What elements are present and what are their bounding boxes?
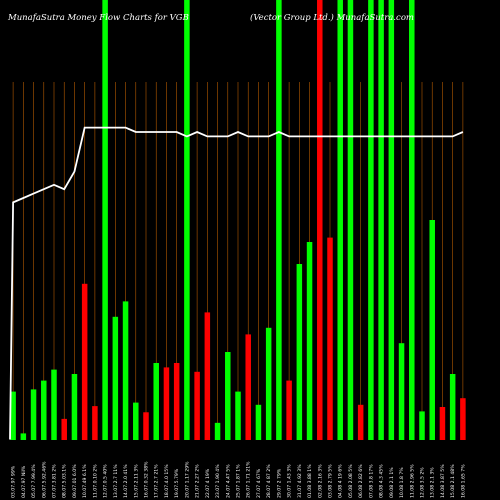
x-tick-label: 03.08 2.79 5% [328, 464, 334, 498]
money-flow-bar [347, 0, 354, 440]
x-tick-label: 17.07.2.7 21% [154, 464, 160, 498]
x-tick-label: 07.07.3.81 2% [52, 464, 58, 498]
x-tick-label: 18.07.4.0 15% [164, 464, 170, 498]
money-flow-bar [398, 343, 405, 440]
x-tick-label: 07.08 3.8 17% [368, 464, 374, 498]
money-flow-bar [317, 0, 323, 440]
x-tick-label: 10.08 1.8 7% [399, 467, 405, 498]
money-flow-bar [51, 369, 57, 440]
x-tick-label: 15.08 2.1 48% [450, 464, 456, 498]
x-tick-label: 08.07.5.03.1% [62, 464, 68, 498]
money-flow-bar [460, 398, 466, 440]
x-tick-label: 22.07 4 19% [205, 468, 211, 498]
money-flow-bar [173, 363, 180, 440]
x-tick-label: 19.07.5.79% [174, 468, 180, 498]
x-tick-label: 25.07 1.87 1% [236, 464, 242, 498]
x-tick-label: 14.07.2.0 41% [123, 464, 129, 498]
money-flow-bar [388, 0, 395, 440]
price-line [9, 126, 464, 440]
x-tick-label: 09.08 2.1 1% [389, 467, 395, 498]
x-tick-label: 04.07.97 Nil% [21, 465, 27, 498]
money-flow-bar [214, 422, 221, 440]
money-flow-bar [327, 237, 333, 440]
money-flow-bar [61, 418, 67, 440]
money-flow-bar [245, 334, 251, 440]
x-tick-label: 13.08 2.1 3% [430, 467, 436, 498]
x-tick-label: 08.08 4.3 45% [379, 464, 385, 498]
money-flow-bar [306, 242, 313, 440]
money-flow-bar [225, 352, 231, 440]
money-flow-bar [30, 389, 37, 440]
x-tick-label: 16.07.0.32 38% [144, 461, 150, 498]
money-flow-bar [378, 0, 384, 440]
x-tick-label: 26.07 1.71 21% [246, 461, 252, 498]
x-tick-label: 24.07 4.47 5% [225, 464, 231, 498]
chart-title: MunafaSutra Money Flow Charts for VGB [8, 13, 189, 23]
x-tick-label: 12.07.0.5 40% [103, 464, 109, 498]
money-flow-bar [41, 380, 47, 440]
x-tick-label: 31.07 4.92 3% [297, 464, 303, 498]
chart-subtitle: (Vector Group Ltd.) MunafaSutra.com [250, 13, 414, 23]
money-flow-bar [337, 0, 343, 440]
x-tick-label: 27.07 4 67% [256, 468, 262, 498]
x-tick-label: 06.08 2.82 6% [358, 464, 364, 498]
money-flow-bar [235, 391, 241, 440]
money-flow-bar [71, 374, 78, 440]
money-flow-bar [368, 0, 374, 440]
x-axis-labels: 03.07.97 99% 04.07.97 Nil% 05.07 7.99.4% 06… [11, 461, 467, 498]
x-tick-label: 11.08 2.96 5% [409, 464, 415, 498]
x-tick-label: 21.07 2.27 2% [195, 464, 201, 498]
money-flow-bar [10, 391, 16, 440]
money-flow-bar [409, 0, 415, 440]
money-flow-bar [194, 371, 200, 440]
x-tick-label: 30.07 1.43 3% [287, 464, 293, 498]
x-tick-label: 14.08 3.87 5% [440, 464, 446, 498]
price-line-layer [9, 126, 464, 440]
money-flow-bar [184, 0, 190, 440]
money-flow-bar [439, 407, 446, 440]
money-flow-bar [102, 0, 108, 440]
money-flow-bar [286, 380, 292, 440]
money-flow-bars [10, 0, 466, 440]
money-flow-bar [133, 402, 139, 440]
money-flow-bar [81, 283, 88, 440]
x-tick-label: 29.07 2 79% [276, 468, 282, 498]
x-tick-label: 04.08 4 19 6% [338, 464, 344, 498]
x-tick-label: 16.08 1.65 7% [460, 464, 466, 498]
money-flow-bar [204, 312, 211, 440]
money-flow-bar [163, 367, 170, 440]
money-flow-bar [419, 411, 425, 440]
x-tick-label: 03.07.97 99% [11, 465, 17, 498]
money-flow-bar [143, 412, 149, 440]
x-tick-label: 28.07 4 87 2% [266, 464, 272, 498]
money-flow-bar [449, 374, 456, 440]
money-flow-bar [153, 363, 159, 440]
x-tick-label: 02.08 2.16 3% [317, 464, 323, 498]
x-tick-label: 20.07 1.17 29% [184, 461, 190, 498]
x-tick-label: 01.08 3.88 1% [307, 464, 313, 498]
money-flow-bar [429, 220, 435, 440]
money-flow-bar [112, 316, 119, 440]
money-flow-bar [357, 404, 364, 440]
x-tick-label: 12.08 3.5 2% [420, 467, 426, 498]
x-tick-label: 09.07.01 6.0% [72, 464, 78, 498]
x-tick-label: 06.07.5.92.46% [41, 461, 47, 498]
money-flow-bar [122, 301, 129, 440]
x-tick-label: 05.08 2.08 5% [348, 464, 354, 498]
money-flow-bar [255, 404, 262, 440]
x-tick-label: 15.07.2.11 3% [133, 464, 139, 498]
money-flow-bar [92, 406, 98, 440]
x-tick-label: 05.07 7.99.4% [31, 464, 37, 498]
x-tick-label: 23.07 1.90 4% [215, 464, 221, 498]
x-tick-label: 11.07.0.10 2% [92, 464, 98, 498]
money-flow-bar [276, 0, 282, 440]
money-flow-bar [265, 327, 272, 440]
x-tick-label: 10.07.49 6.1% [82, 464, 88, 498]
x-tick-label: 13.07.2.7 11% [113, 464, 119, 498]
money-flow-bar [20, 433, 27, 440]
money-flow-bar [296, 264, 303, 440]
